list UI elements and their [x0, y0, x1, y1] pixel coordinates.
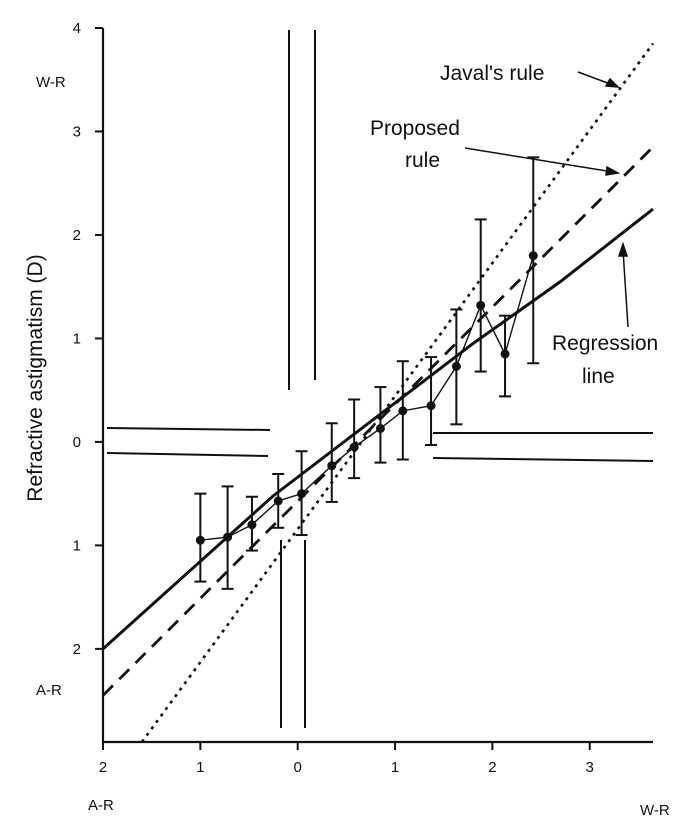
x-tick-label: 1: [391, 759, 399, 776]
data-point: [223, 532, 233, 542]
data-point: [195, 535, 205, 545]
data-point: [297, 489, 307, 499]
y-tick-label: 2: [73, 227, 81, 244]
data-point: [426, 401, 436, 411]
javals-rule-arrowhead: [604, 77, 620, 88]
x-tick-marks: [102, 742, 591, 750]
annotation-proposed-rule-word: rule: [405, 149, 440, 172]
y-tick-marks: [95, 27, 103, 650]
y-axis-top-end-label: W-R: [36, 74, 66, 91]
x-axis-left-end-label: A-R: [88, 797, 114, 814]
y-tick-label: 1: [73, 537, 81, 554]
data-point: [273, 496, 283, 506]
annotation-regression: Regression: [552, 332, 658, 355]
annotation-proposed: Proposed: [370, 117, 460, 140]
guide-lines: [106, 30, 654, 728]
data-point: [349, 442, 359, 452]
data-point: [528, 251, 538, 261]
data-connector-line: [200, 255, 534, 541]
annotation-javals-rule: Javal's rule: [440, 62, 544, 85]
series-line-solid: [101, 207, 654, 650]
y-tick-label: 1: [73, 330, 81, 347]
annotation-regression-line-word: line: [582, 365, 615, 388]
y-tick-label: 0: [73, 434, 81, 451]
x-tick-label: 2: [488, 759, 496, 776]
y-tick-label: 2: [73, 641, 81, 658]
data-point: [375, 423, 385, 433]
annotation-arrows: [464, 71, 629, 328]
guide-horizontal-left-upper: [106, 427, 271, 431]
data-point: [476, 300, 486, 310]
series-line-dotted: [140, 42, 655, 743]
x-tick-labels: 2 1 0 1 2 3: [99, 759, 594, 776]
proposed-rule-arrow: [464, 147, 614, 173]
guide-horizontal-right-lower: [432, 457, 654, 462]
y-tick-label: 3: [73, 123, 81, 140]
guide-horizontal-left-lower: [106, 452, 269, 457]
data-point: [451, 361, 461, 371]
data-point: [398, 406, 408, 416]
series-lines: [101, 42, 655, 743]
data-point: [247, 520, 257, 530]
error-bars: [194, 156, 540, 590]
x-axis-right-end-label: W-R: [640, 802, 670, 818]
x-tick-label: 2: [99, 759, 107, 776]
data-points: [195, 251, 538, 545]
y-tick-label: 4: [73, 20, 81, 37]
y-axis-bottom-end-label: A-R: [36, 682, 62, 699]
x-tick-label: 3: [586, 759, 594, 776]
regression-line-arrow: [622, 249, 629, 328]
series-line-dashed: [102, 146, 654, 697]
y-axis-label: Refractive astigmatism (D): [24, 254, 47, 501]
data-point: [500, 349, 510, 359]
x-tick-label: 1: [196, 759, 204, 776]
regression-line-arrowhead: [617, 241, 629, 257]
y-tick-labels: 2 1 0 1 2 3 4: [73, 20, 81, 658]
x-tick-label: 0: [294, 759, 302, 776]
data-point: [327, 461, 337, 471]
plot-frame: [101, 28, 653, 744]
proposed-rule-arrowhead: [605, 165, 621, 176]
